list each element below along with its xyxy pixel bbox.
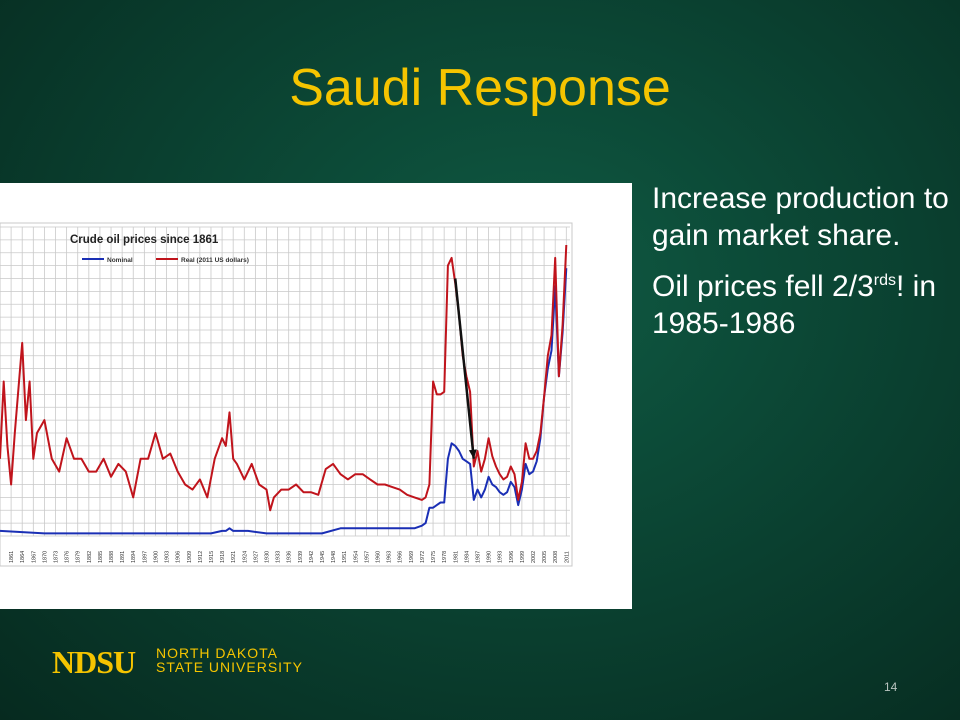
x-tick-label: 2002 bbox=[531, 551, 537, 563]
x-tick-label: 1900 bbox=[153, 551, 159, 563]
x-tick-label: 1876 bbox=[65, 551, 71, 563]
x-tick-label: 1978 bbox=[442, 551, 448, 563]
bullet-superscript: rds bbox=[873, 272, 896, 289]
x-tick-label: 1981 bbox=[453, 551, 459, 563]
bullet-list: Increase production to gain market share… bbox=[652, 180, 952, 356]
chart-canvas: Crude oil prices since 1861 Nominal Real (… bbox=[0, 222, 573, 567]
x-tick-label: 1933 bbox=[276, 551, 282, 563]
x-tick-label: 1882 bbox=[87, 551, 93, 563]
legend-label-real: Real (2011 US dollars) bbox=[181, 257, 249, 264]
x-tick-label: 1918 bbox=[220, 551, 226, 563]
logo-line-1: NORTH DAKOTA bbox=[156, 645, 278, 661]
x-tick-label: 1912 bbox=[198, 551, 204, 563]
bullet-increase-production: Increase production to gain market share… bbox=[652, 180, 952, 254]
series-line-real bbox=[0, 244, 568, 512]
x-tick-label: 1870 bbox=[42, 551, 48, 563]
x-tick-label: 2008 bbox=[553, 551, 559, 563]
series-line-nominal bbox=[0, 268, 568, 535]
x-tick-label: 1951 bbox=[342, 551, 348, 563]
x-tick-label: 1954 bbox=[353, 551, 359, 563]
x-tick-label: 1993 bbox=[498, 551, 504, 563]
x-tick-label: 1927 bbox=[253, 551, 259, 563]
x-tick-label: 1888 bbox=[109, 551, 115, 563]
x-tick-label: 1969 bbox=[409, 551, 415, 563]
x-tick-label: 1906 bbox=[176, 551, 182, 563]
slide-title: Saudi Response bbox=[289, 59, 671, 117]
x-tick-label: 1963 bbox=[387, 551, 393, 563]
logo-wordmark: NORTH DAKOTA STATE UNIVERSITY bbox=[156, 646, 303, 674]
x-tick-label: 1999 bbox=[520, 551, 526, 563]
logo-mark: NDSU bbox=[52, 644, 136, 680]
x-tick-label: 1966 bbox=[398, 551, 404, 563]
x-tick-label: 1909 bbox=[187, 551, 193, 563]
page-number: 14 bbox=[884, 680, 898, 694]
x-tick-label: 1921 bbox=[231, 551, 237, 563]
bullet-text: Increase production to gain market share… bbox=[652, 182, 949, 252]
x-tick-label: 1960 bbox=[376, 551, 382, 563]
x-tick-label: 1903 bbox=[165, 551, 171, 563]
x-tick-label: 1879 bbox=[76, 551, 82, 563]
chart-frame bbox=[0, 222, 573, 567]
x-tick-label: 1942 bbox=[309, 551, 315, 563]
bullet-oil-prices-fell: Oil prices fell 2/3rds! in 1985-1986 bbox=[652, 268, 952, 342]
x-tick-label: 1948 bbox=[331, 551, 337, 563]
x-tick-label: 1867 bbox=[31, 551, 37, 563]
x-tick-label: 1945 bbox=[320, 551, 326, 563]
x-tick-label: 2011 bbox=[564, 551, 570, 563]
x-tick-label: 1885 bbox=[98, 551, 104, 563]
x-tick-label: 2005 bbox=[542, 551, 548, 563]
x-tick-label: 1984 bbox=[464, 551, 470, 563]
x-tick-label: 1924 bbox=[242, 551, 248, 563]
x-tick-label: 1930 bbox=[264, 551, 270, 563]
x-tick-label: 1957 bbox=[364, 551, 370, 563]
x-tick-label: 1864 bbox=[20, 551, 26, 563]
bullet-text-pre: Oil prices fell 2/3 bbox=[652, 270, 874, 303]
oil-price-chart: Crude oil prices since 1861 Nominal Real (… bbox=[0, 183, 632, 609]
x-tick-label: 1987 bbox=[475, 551, 481, 563]
x-tick-label: 1861 bbox=[9, 551, 15, 563]
x-tick-label: 1915 bbox=[209, 551, 215, 563]
x-tick-label: 1972 bbox=[420, 551, 426, 563]
logo-line-2: STATE UNIVERSITY bbox=[156, 659, 303, 675]
x-tick-label: 1873 bbox=[54, 551, 60, 563]
annotation-arrow-shaft bbox=[454, 278, 476, 459]
annotation-arrow-head bbox=[468, 449, 477, 459]
x-tick-label: 1894 bbox=[131, 551, 137, 563]
x-tick-label: 1897 bbox=[142, 551, 148, 563]
x-tick-label: 1975 bbox=[431, 551, 437, 563]
x-tick-label: 1939 bbox=[298, 551, 304, 563]
x-tick-label: 1891 bbox=[120, 551, 126, 563]
x-tick-label: 1996 bbox=[509, 551, 515, 563]
x-tick-label: 1990 bbox=[487, 551, 493, 563]
x-tick-label: 1936 bbox=[287, 551, 293, 563]
bullet-text-post: ! in 1985-1986 bbox=[652, 270, 937, 340]
legend-label-nominal: Nominal bbox=[107, 257, 133, 264]
chart-title: Crude oil prices since 1861 bbox=[70, 234, 219, 246]
